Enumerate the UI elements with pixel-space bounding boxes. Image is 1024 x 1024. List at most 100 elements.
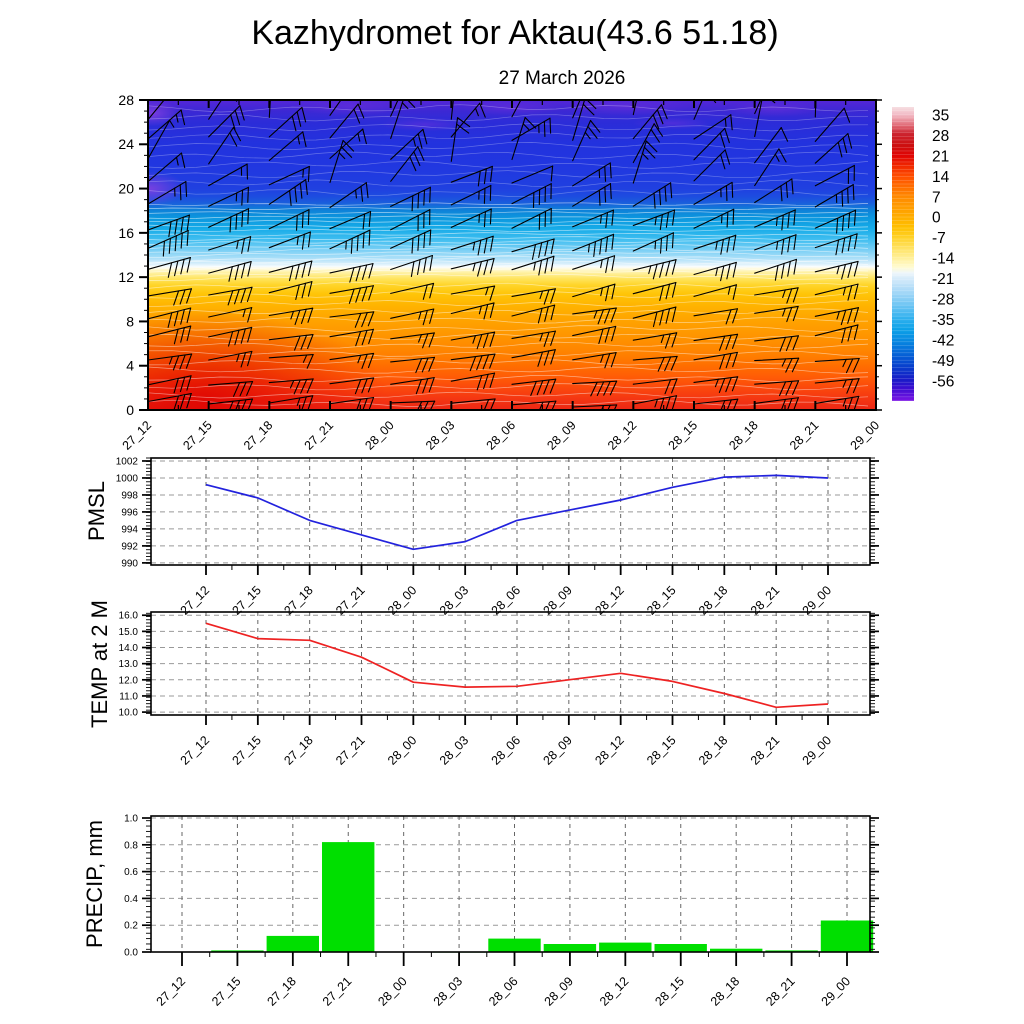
wind-barb — [329, 311, 375, 328]
pmsl-line — [205, 474, 829, 551]
upper-x-tick-label: 27_15 — [180, 418, 215, 453]
precip-bar — [820, 920, 874, 952]
wind-barb — [390, 356, 436, 374]
x-tick-label: 28_06 — [489, 733, 524, 768]
y-tick-label: 0.8 — [124, 840, 138, 851]
cold-pocket-blob — [566, 100, 691, 116]
wind-barb — [572, 100, 590, 119]
wind-barb — [450, 285, 496, 301]
y-tick-label: 998 — [121, 490, 138, 501]
contour-line — [148, 358, 869, 366]
plot-border — [150, 457, 871, 566]
upper-x-tick-label: 29_00 — [848, 418, 883, 453]
wind-barb — [572, 183, 612, 207]
wind-barb — [148, 100, 177, 121]
wind-barb — [329, 352, 375, 369]
wind-barb — [329, 139, 355, 184]
upper-x-tick-label: 27_18 — [241, 418, 276, 453]
upper-y-tick-label: 16 — [118, 225, 134, 241]
wind-barb — [511, 288, 556, 305]
contour-line — [148, 215, 869, 220]
wind-barb — [814, 378, 860, 394]
wind-barb — [390, 209, 431, 232]
cold-pocket-blob — [148, 171, 186, 206]
wind-barb — [329, 103, 365, 139]
wind-barb — [632, 209, 676, 231]
contour-line — [148, 254, 869, 263]
wind-barb — [450, 100, 457, 120]
colorbar-tick-label: 28 — [932, 128, 949, 145]
wind-barb — [632, 104, 668, 140]
colorbar-tick-label: 14 — [932, 169, 950, 186]
wind-barb — [814, 283, 859, 301]
wind-barb — [632, 232, 674, 254]
contour-line — [148, 113, 868, 122]
wind-barb — [450, 353, 496, 372]
wind-barb — [572, 352, 617, 369]
x-tick-label: 28_09 — [542, 974, 577, 1009]
wind-barb — [329, 377, 375, 395]
wind-barb — [754, 335, 799, 352]
precip-bar — [488, 938, 541, 952]
y-tick-label: 0.6 — [124, 867, 138, 878]
x-tick-label: 28_21 — [763, 974, 798, 1009]
y-tick-label: 992 — [121, 541, 138, 552]
colorbar-gradient — [892, 107, 914, 401]
wind-barb — [572, 233, 615, 258]
wind-barb — [572, 209, 614, 229]
wind-barb — [450, 102, 486, 138]
wind-barb — [390, 308, 435, 326]
contour-line — [148, 383, 869, 391]
colorbar-tick-label: 7 — [932, 189, 941, 206]
wind-barbs-layer — [148, 100, 876, 410]
wind-barb — [148, 307, 192, 328]
wind-barb — [148, 393, 192, 410]
wind-barb — [572, 307, 617, 325]
wind-barb — [511, 165, 554, 184]
y-tick-label: 0.4 — [124, 894, 138, 905]
wind-barb — [148, 109, 186, 140]
wind-barb — [208, 186, 249, 207]
x-tick-label: 28_00 — [385, 733, 420, 768]
wind-barb — [693, 351, 738, 370]
colorbar-tick-label: -56 — [932, 373, 954, 390]
wind-barb — [572, 162, 612, 187]
colorbar-tick-label: -49 — [932, 353, 954, 370]
contour-line — [148, 273, 869, 282]
colorbar-tick-label: -42 — [932, 332, 954, 349]
contour-line — [148, 399, 869, 407]
contour-line — [148, 104, 869, 113]
contour-line — [148, 260, 869, 269]
upper-x-tick-label: 28_09 — [544, 418, 579, 453]
contour-line — [148, 160, 869, 169]
x-tick-label: 27_21 — [320, 974, 355, 1009]
wind-barb — [450, 331, 496, 350]
axis-ticks — [142, 612, 879, 725]
contour-line — [148, 308, 869, 316]
wind-barb — [754, 234, 797, 255]
wind-barb — [450, 302, 495, 320]
wind-barb — [329, 128, 367, 159]
wind-barb — [632, 281, 677, 301]
contour-line — [148, 132, 869, 141]
wind-barb — [814, 307, 859, 326]
precip-bar — [322, 842, 375, 952]
wind-barb — [693, 284, 737, 300]
wind-barb — [329, 100, 357, 116]
contour-line — [148, 291, 869, 299]
contour-line — [148, 316, 869, 324]
x-tick-label: 28_15 — [644, 733, 679, 768]
wind-barb — [208, 286, 253, 306]
wind-barb — [814, 164, 855, 187]
wind-barb — [390, 254, 433, 278]
contour-line — [148, 219, 869, 224]
wind-barb — [450, 184, 492, 206]
wind-barb — [511, 183, 552, 209]
upper-axis-ticks — [139, 99, 882, 411]
wind-barb — [511, 330, 556, 347]
warm-core-blob — [148, 308, 388, 410]
wind-barb — [148, 119, 175, 160]
upper-y-tick-label: 4 — [126, 358, 134, 374]
wind-barb — [814, 324, 859, 344]
contour-lines-layer — [148, 104, 869, 407]
